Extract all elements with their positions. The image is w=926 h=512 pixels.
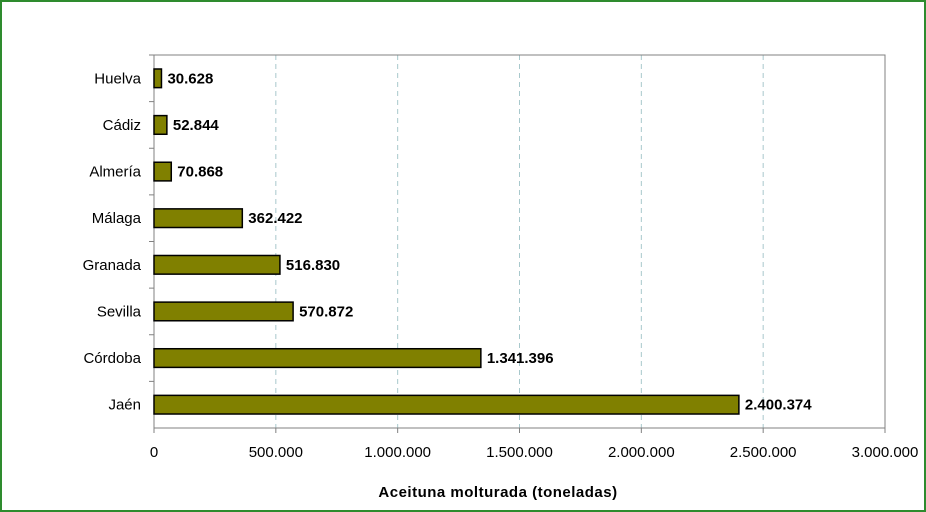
bar-málaga bbox=[153, 208, 244, 229]
data-label: 1.341.396 bbox=[487, 350, 554, 367]
category-label: Cádiz bbox=[103, 117, 141, 134]
x-tick-label: 0 bbox=[150, 444, 158, 461]
x-tick-label: 1.000.000 bbox=[364, 444, 431, 461]
data-label: 70.868 bbox=[177, 164, 223, 181]
bar-almería bbox=[153, 161, 173, 182]
grid-lines bbox=[149, 54, 886, 433]
category-label: Granada bbox=[83, 257, 142, 274]
x-axis-title: Aceituna molturada (toneladas) bbox=[378, 484, 617, 501]
data-label: 570.872 bbox=[299, 303, 353, 320]
category-label: Huelva bbox=[94, 70, 141, 87]
bar-huelva bbox=[153, 68, 163, 89]
bar-córdoba bbox=[153, 347, 482, 369]
data-label: 516.830 bbox=[286, 257, 340, 274]
x-tick-label: 500.000 bbox=[249, 444, 303, 461]
bar-jaén bbox=[153, 394, 740, 415]
x-tick-label: 2.000.000 bbox=[608, 444, 675, 461]
bar-granada bbox=[153, 254, 281, 275]
bars bbox=[153, 68, 740, 415]
category-label: Málaga bbox=[92, 210, 142, 227]
data-label: 30.628 bbox=[167, 70, 213, 87]
x-tick-label: 2.500.000 bbox=[730, 444, 797, 461]
labels: 0 500.000 1.000.000 1.500.000 2.000.000 2.500… bbox=[83, 70, 919, 461]
data-label: 2.400.374 bbox=[745, 397, 812, 414]
category-label: Sevilla bbox=[97, 303, 142, 320]
x-tick-label: 3.000.000 bbox=[852, 444, 919, 461]
data-label: 52.844 bbox=[173, 117, 220, 134]
data-label: 362.422 bbox=[248, 210, 302, 227]
category-label: Jaén bbox=[108, 397, 141, 414]
bar-cádiz bbox=[153, 114, 168, 136]
category-label: Almería bbox=[89, 164, 141, 181]
category-label: Córdoba bbox=[83, 350, 141, 367]
plot-area bbox=[153, 54, 886, 429]
bar-sevilla bbox=[153, 301, 294, 322]
x-tick-label: 1.500.000 bbox=[486, 444, 553, 461]
